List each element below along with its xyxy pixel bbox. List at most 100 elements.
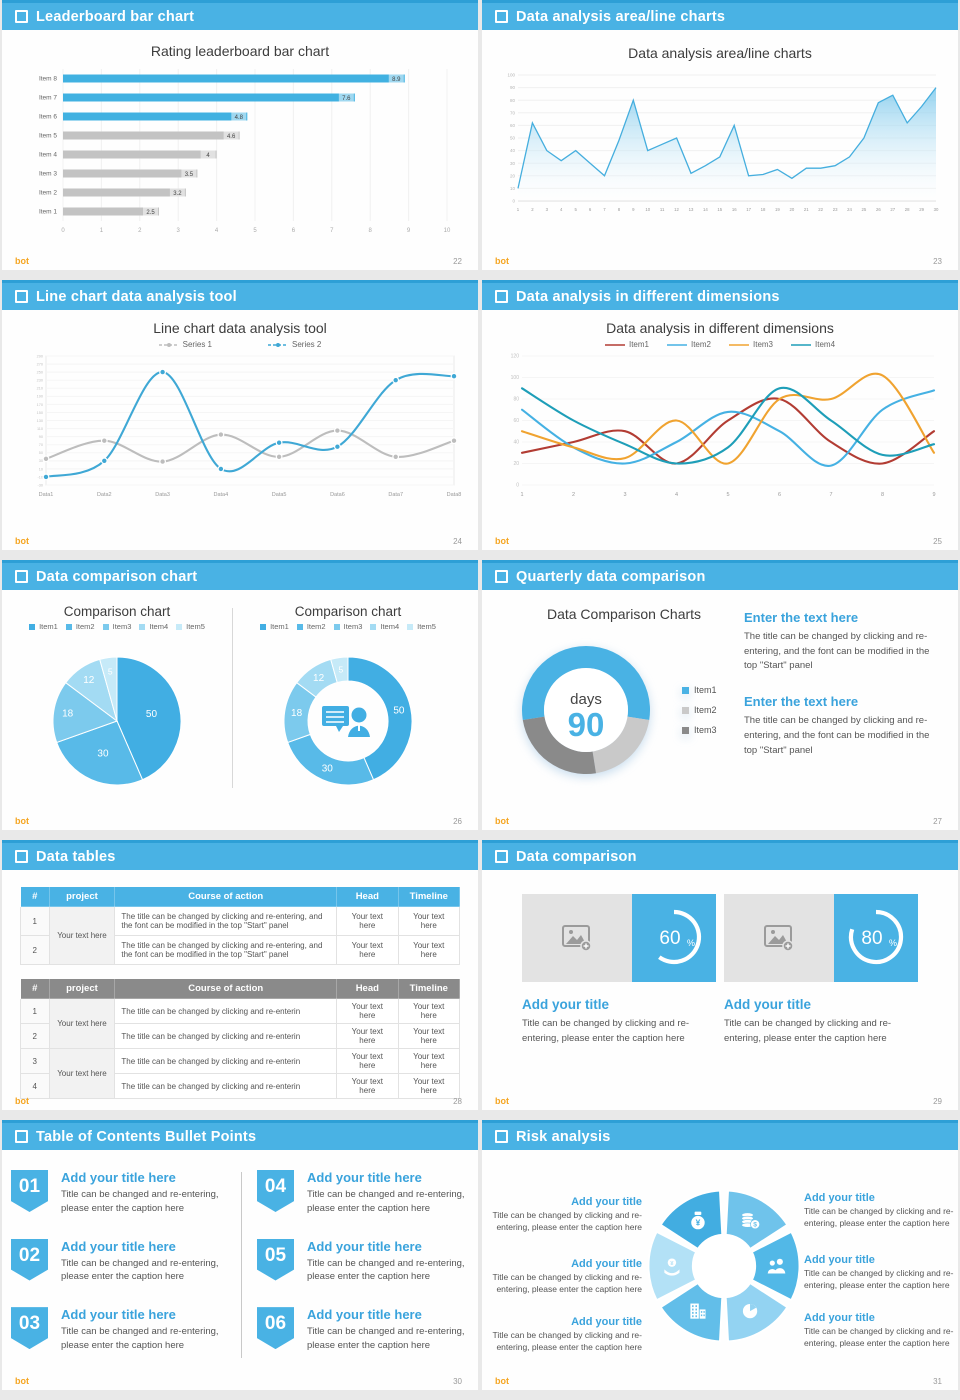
- series-line: [520, 397, 936, 465]
- cell-timeline: Your text here: [397, 906, 461, 936]
- x-tick-label: 1: [100, 228, 104, 234]
- y-tick-label: 50: [510, 136, 516, 141]
- x-tick-label: Data7: [388, 492, 403, 498]
- y-tick-label: 30: [510, 161, 516, 166]
- square-bullet-icon: [15, 1130, 28, 1143]
- toc-item: 06 Add your title here Title can be change…: [257, 1307, 469, 1353]
- y-tick-label: 0: [512, 199, 515, 204]
- square-bullet-icon: [495, 570, 508, 583]
- bar-value-label: 4: [206, 153, 210, 159]
- slide-comparison-charts[interactable]: Data comparison chart Comparison chart I…: [2, 560, 478, 830]
- x-tick-label: 3: [623, 492, 626, 498]
- table-row: 2 The title can be changed by clicking an…: [20, 1023, 461, 1049]
- y-tick-label: -10: [38, 475, 44, 479]
- legend-item: Item5: [407, 622, 436, 631]
- slide-data-tables[interactable]: Data tables # project Course of action Head…: [2, 840, 478, 1110]
- x-tick-label: 1: [520, 492, 523, 498]
- brand-logo: bot: [495, 536, 509, 546]
- bar-value-label: 7.6: [342, 96, 351, 102]
- table-header-cell: #: [20, 978, 50, 999]
- pie-slice: [56, 720, 144, 786]
- slide-header: Data comparison chart: [2, 560, 478, 590]
- cell-number: 2: [20, 1023, 50, 1049]
- building-icon: [690, 1303, 706, 1319]
- number-badge: 03: [11, 1307, 48, 1350]
- hand-coin-icon: ¥: [664, 1258, 680, 1276]
- risk-block: Add your title Title can be changed by cl…: [490, 1316, 642, 1354]
- cell-head: Your text here: [336, 1023, 399, 1049]
- x-tick-label: 7: [829, 492, 832, 498]
- x-tick-label: 3: [177, 228, 181, 234]
- legend-label: Item5: [186, 622, 205, 631]
- pie-slice: [52, 681, 119, 744]
- slide-data-comparison[interactable]: Data comparison 60% Add your title Title c…: [482, 840, 958, 1110]
- number-badge: 06: [257, 1307, 294, 1350]
- cell-course: The title can be changed by clicking and…: [114, 1023, 338, 1049]
- block-title: Add your title: [571, 1316, 642, 1328]
- toc-item: 04 Add your title here Title can be change…: [257, 1170, 469, 1216]
- slice-value-label: 12: [313, 673, 325, 684]
- slide-area-line-charts[interactable]: Data analysis area/line charts Data anal…: [482, 0, 958, 270]
- comparison-card: 80% Add your title Title can be changed by…: [724, 894, 918, 1046]
- x-tick-label: Data8: [447, 492, 462, 498]
- cell-head: Your text here: [336, 1073, 399, 1099]
- y-tick-label: 270: [37, 362, 43, 366]
- legend-label: Series 1: [182, 340, 212, 349]
- square-bullet-icon: [495, 850, 508, 863]
- y-tick-label: 90: [39, 435, 43, 439]
- slide-toc-bullets[interactable]: Table of Contents Bullet Points 01 Add yo…: [2, 1120, 478, 1390]
- toc-item-title: Add your title here: [307, 1307, 422, 1323]
- slice-value-label: 18: [62, 709, 74, 720]
- image-placeholder: [724, 894, 834, 982]
- y-tick-label: 230: [37, 379, 43, 383]
- chart-title: Line chart data analysis tool: [153, 320, 327, 336]
- y-tick-label: 0: [516, 482, 519, 488]
- bar-category-label: Item 2: [39, 190, 57, 197]
- y-tick-label: 110: [37, 427, 43, 431]
- x-tick-label: 9: [632, 207, 635, 212]
- legend-item: Item1: [682, 685, 717, 695]
- pie-slice: [347, 656, 413, 781]
- legend-item: Item2: [296, 622, 326, 631]
- donut-segment: [522, 716, 597, 774]
- legend-item: Item5: [176, 622, 205, 631]
- comparison-card: 60% Add your title Title can be changed by…: [522, 894, 716, 1046]
- gauge-percent-sign: %: [687, 938, 695, 948]
- y-tick-label: 90: [510, 85, 516, 90]
- x-tick-label: 24: [847, 207, 852, 212]
- square-bullet-icon: [495, 290, 508, 303]
- slide-header: Data analysis in different dimensions: [482, 280, 958, 310]
- bar-category-label: Item 4: [39, 152, 57, 159]
- page-number: 30: [453, 1377, 462, 1386]
- number-badge: 02: [11, 1238, 48, 1281]
- x-tick-label: 6: [589, 207, 592, 212]
- slide-dimensions-analysis[interactable]: Data analysis in different dimensions Da…: [482, 280, 958, 550]
- vertical-divider: [232, 608, 233, 788]
- cards-container: 60% Add your title Title can be changed by…: [482, 870, 958, 1046]
- toc-item-caption: Title can be changed and re-entering, pl…: [61, 1189, 219, 1214]
- slice-value-label: 5: [339, 664, 344, 674]
- brand-logo: bot: [495, 1096, 509, 1106]
- slide-quarterly-comparison[interactable]: Quarterly data comparison Data Compariso…: [482, 560, 958, 830]
- toc-item-title: Add your title here: [61, 1307, 176, 1323]
- y-tick-label: 130: [37, 419, 43, 423]
- bar: [63, 169, 198, 178]
- x-tick-label: 21: [804, 207, 809, 212]
- page-number: 29: [933, 1097, 942, 1106]
- slide-risk-analysis[interactable]: Risk analysis Add your title Title can be…: [482, 1120, 958, 1390]
- y-tick-label: 70: [39, 443, 43, 447]
- legend-label: Item4: [380, 622, 400, 631]
- cell-head: Your text here: [336, 998, 399, 1024]
- chart-legend: Item1 Item2 Item3: [682, 685, 717, 735]
- legend-item: Item1: [29, 622, 58, 631]
- block-title: Add your title: [571, 1258, 642, 1270]
- slide-line-chart-tool[interactable]: Line chart data analysis tool Line chart…: [2, 280, 478, 550]
- slide-leaderboard-bar-chart[interactable]: Leaderboard bar chart Rating leaderboard…: [2, 0, 478, 270]
- image-plus-icon: [764, 925, 794, 952]
- cell-course: The title can be changed by clicking and…: [114, 1073, 338, 1099]
- bar: [63, 93, 355, 102]
- block-caption: Title can be changed by clicking and re-…: [492, 1272, 642, 1294]
- brand-logo: bot: [495, 1376, 509, 1386]
- slide-header: Quarterly data comparison: [482, 560, 958, 590]
